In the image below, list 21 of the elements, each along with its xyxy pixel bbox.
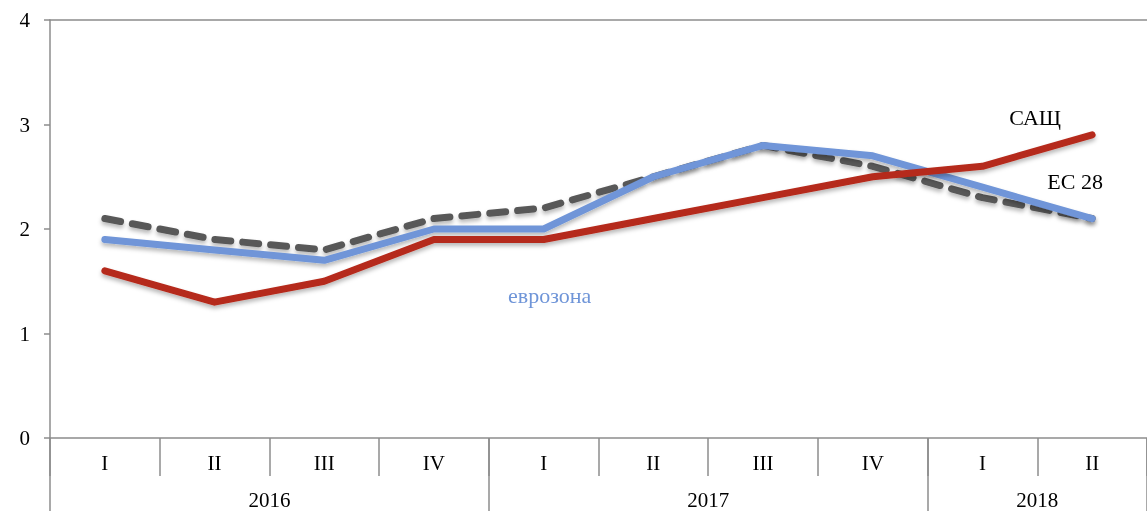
text: 2018 xyxy=(1016,488,1059,511)
x-tick-label: I xyxy=(540,450,548,475)
x-tick-label: I xyxy=(101,450,109,475)
x-tick-label: I xyxy=(978,450,986,475)
x-tick-label: II xyxy=(1085,450,1100,475)
x-tick-label: II xyxy=(207,450,222,475)
y-tick-label: 4 xyxy=(19,8,31,32)
series-label: САЩ xyxy=(1009,105,1061,131)
text: 2017 xyxy=(687,488,730,511)
y-tick-label: 0 xyxy=(19,426,30,450)
x-tick-label: III xyxy=(313,450,335,475)
y-tick-label: 1 xyxy=(19,321,30,346)
text: 2016 xyxy=(248,488,291,511)
x-tick-label: IV xyxy=(422,450,446,475)
text: еврозона xyxy=(508,282,592,308)
y-tick-label: 3 xyxy=(19,112,30,137)
series-label: ЕС 28 xyxy=(1047,169,1103,195)
x-tick-label: III xyxy=(752,450,774,475)
x-tick-label: IV xyxy=(861,450,884,475)
x-tick-label: II xyxy=(646,450,661,475)
y-tick-label: 2 xyxy=(19,217,30,241)
